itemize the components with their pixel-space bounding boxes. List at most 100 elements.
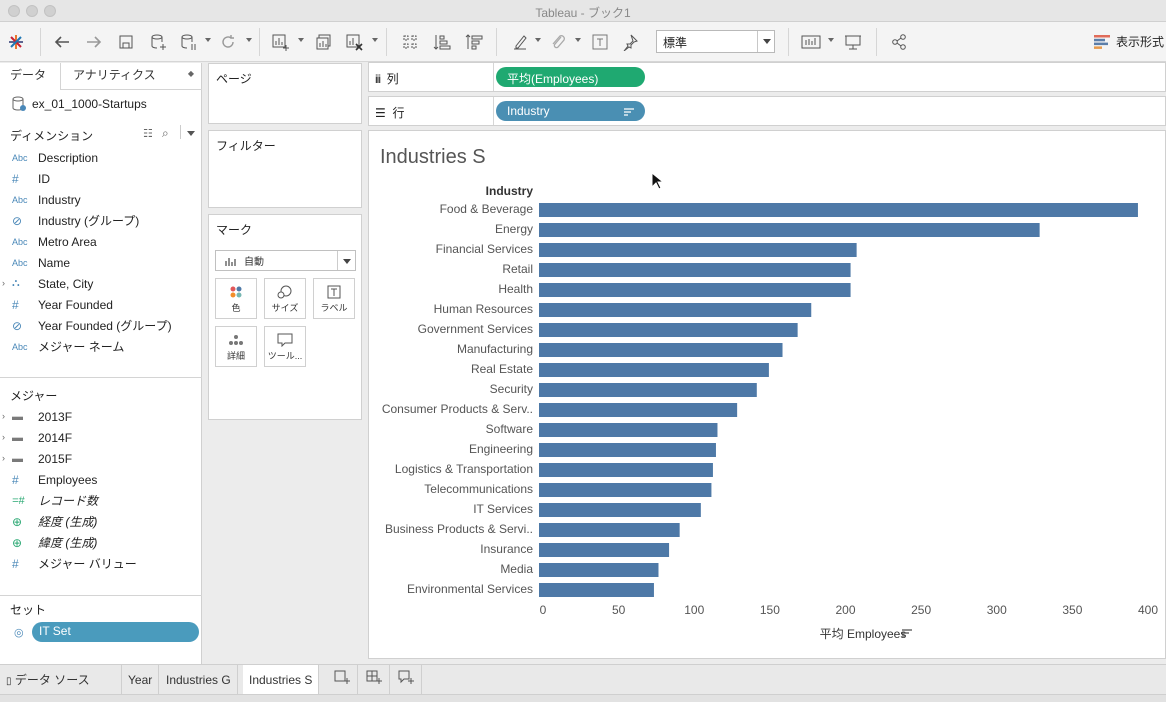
columns-shelf[interactable]: iii 列 平均(Employees) — [368, 62, 1166, 92]
sort-descending-icon[interactable] — [462, 30, 486, 54]
expand-icon[interactable]: › — [2, 432, 5, 442]
window-title: Tableau - ブック1 — [535, 6, 631, 20]
pause-updates-icon[interactable] — [176, 30, 200, 54]
datasource-item[interactable]: ex_01_1000-Startups — [12, 96, 147, 112]
share-icon[interactable] — [887, 30, 911, 54]
tab-data-source[interactable]: ▯ データ ソース — [0, 665, 122, 695]
detail-icon — [216, 333, 256, 347]
expand-icon[interactable]: › — [2, 453, 5, 463]
sort-descending-icon[interactable] — [902, 629, 912, 637]
group-icon[interactable] — [546, 30, 570, 54]
dimension-field[interactable]: Abc Metro Area — [0, 231, 202, 252]
pane-menu-icon[interactable] — [187, 131, 195, 136]
toolbar: 標準 表示形式 — [0, 22, 1166, 62]
forward-icon[interactable] — [82, 30, 106, 54]
search-icon[interactable]: ⌕ — [162, 126, 169, 140]
new-datasource-icon[interactable] — [146, 30, 170, 54]
tab-analytics[interactable]: アナリティクス — [73, 68, 156, 82]
set-pill-it-set[interactable]: IT Set — [32, 622, 199, 642]
measure-field[interactable]: # Employees — [0, 469, 202, 490]
tab-data[interactable]: データ — [0, 63, 61, 90]
field-label: メジャー ネーム — [38, 340, 125, 354]
measure-field[interactable]: =# レコード数 — [0, 490, 202, 511]
measure-field[interactable]: ⊕ 経度 (生成) — [0, 511, 202, 532]
bar-financial-services — [539, 243, 857, 257]
list-view-icon[interactable]: ☷ — [143, 128, 153, 140]
new-story-tab-button[interactable] — [390, 665, 422, 695]
rows-pill[interactable]: Industry — [496, 101, 645, 121]
measure-field[interactable]: # メジャー バリュー — [0, 553, 202, 574]
sort-ascending-icon[interactable] — [430, 30, 454, 54]
mark-type-select[interactable]: 自動 — [215, 250, 356, 271]
highlight-icon[interactable] — [508, 30, 532, 54]
color-button[interactable]: 色 — [215, 278, 257, 319]
folder-icon: ▬ — [12, 410, 23, 423]
save-icon[interactable] — [114, 30, 138, 54]
measure-field[interactable]: › ▬ 2014F — [0, 427, 202, 448]
bar-business-products-servi- — [539, 523, 680, 537]
dimension-field[interactable]: › ⛬ State, City — [0, 273, 202, 294]
duplicate-sheet-icon[interactable] — [312, 30, 336, 54]
measure-field[interactable]: ⊕ 緯度 (生成) — [0, 532, 202, 553]
tableau-logo-icon[interactable] — [4, 30, 28, 54]
field-label: Name — [38, 255, 71, 270]
dimension-field[interactable]: Abc メジャー ネーム — [0, 336, 202, 357]
expand-icon[interactable]: › — [2, 411, 5, 421]
clear-sheet-icon[interactable] — [342, 30, 366, 54]
tab-year[interactable]: Year — [122, 665, 160, 695]
tab-industries-g[interactable]: Industries G — [160, 665, 238, 695]
show-me-label: 表示形式 — [1116, 35, 1165, 49]
show-me-icon — [1094, 34, 1110, 49]
chevron-down-icon — [343, 259, 351, 264]
dimension-field[interactable]: Abc Description — [0, 147, 202, 168]
close-window-button[interactable] — [8, 5, 20, 17]
dimension-field[interactable]: Abc Name — [0, 252, 202, 273]
tooltip-icon — [265, 333, 305, 347]
zoom-window-button[interactable] — [44, 5, 56, 17]
show-me-button[interactable]: 表示形式 — [1094, 33, 1164, 50]
new-worksheet-icon[interactable] — [268, 30, 292, 54]
measure-field[interactable]: › ▬ 2015F — [0, 448, 202, 469]
category-label: Telecommunications — [424, 482, 533, 496]
dimension-field[interactable]: ⊘ Industry (グループ) — [0, 210, 202, 231]
tab-industries-s[interactable]: Industries S — [243, 665, 320, 695]
label-icon[interactable] — [588, 30, 612, 54]
measure-field[interactable]: › ▬ 2013F — [0, 406, 202, 427]
detail-button[interactable]: 詳細 — [215, 326, 257, 367]
title-bar: Tableau - ブック1 — [0, 0, 1166, 22]
rows-shelf[interactable]: ☰ 行 Industry — [368, 96, 1166, 126]
columns-pill[interactable]: 平均(Employees) — [496, 67, 645, 87]
tab-expand-icon[interactable]: ◆ — [187, 69, 194, 78]
geo-field-icon: ⊕ — [12, 514, 23, 529]
field-label: 緯度 (生成) — [38, 536, 98, 550]
dimension-field[interactable]: # ID — [0, 168, 202, 189]
x-tick-label: 250 — [911, 603, 931, 617]
size-button[interactable]: サイズ — [264, 278, 306, 319]
tooltip-button[interactable]: ツール... — [264, 326, 306, 367]
swap-icon[interactable] — [398, 30, 422, 54]
geo-field-icon: ⊕ — [12, 535, 23, 550]
dimension-field[interactable]: # Year Founded — [0, 294, 202, 315]
expand-icon[interactable]: › — [2, 278, 5, 288]
new-worksheet-tab-button[interactable] — [326, 665, 358, 695]
category-label: Logistics & Transportation — [395, 462, 533, 476]
minimize-window-button[interactable] — [26, 5, 38, 17]
presentation-icon[interactable] — [841, 30, 865, 54]
new-dashboard-tab-button[interactable] — [358, 665, 390, 695]
size-icon — [265, 285, 305, 299]
sort-descending-icon — [624, 108, 634, 116]
dimension-field[interactable]: Abc Industry — [0, 189, 202, 210]
pin-icon[interactable] — [618, 30, 642, 54]
label-button[interactable]: ラベル — [313, 278, 355, 319]
filters-card[interactable]: フィルター — [208, 130, 362, 208]
back-icon[interactable] — [50, 30, 74, 54]
dimension-field[interactable]: ⊘ Year Founded (グループ) — [0, 315, 202, 336]
x-tick-label: 0 — [540, 603, 547, 617]
refresh-icon[interactable] — [216, 30, 240, 54]
pages-card[interactable]: ページ — [208, 63, 362, 124]
folder-icon: ▬ — [12, 452, 23, 465]
fit-select[interactable]: 標準 — [656, 30, 775, 53]
detail-label: 詳細 — [226, 351, 245, 361]
cards-icon[interactable] — [800, 30, 824, 54]
field-label: ID — [38, 171, 50, 186]
